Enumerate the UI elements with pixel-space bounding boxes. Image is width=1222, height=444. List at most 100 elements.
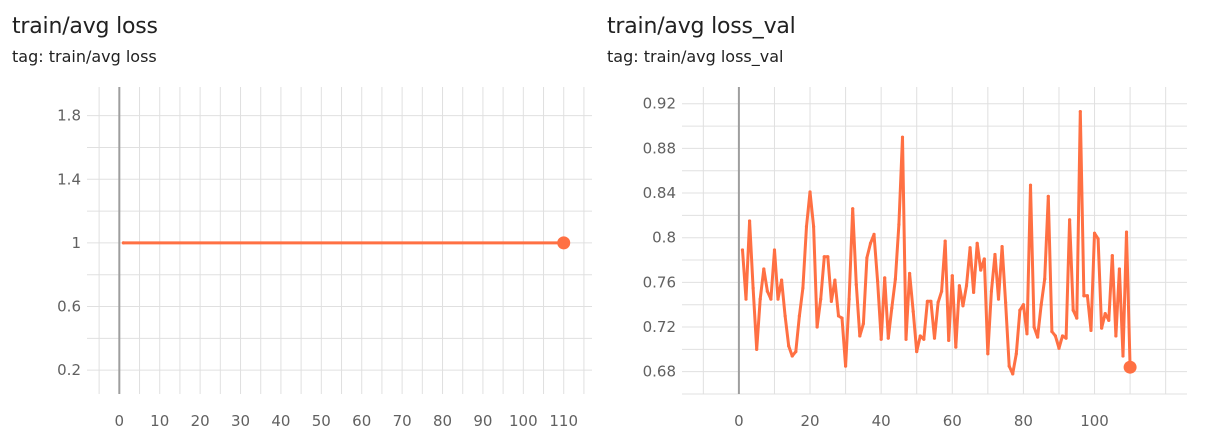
x-tick-label: 20	[191, 412, 210, 430]
data-point	[826, 255, 830, 259]
data-point	[762, 267, 766, 271]
data-point	[858, 334, 862, 338]
data-point	[982, 257, 986, 261]
data-point	[1103, 312, 1107, 316]
x-tick-label: 10	[150, 412, 169, 430]
data-point	[804, 224, 809, 229]
data-point	[861, 322, 865, 326]
line-chart-train-avg-loss: 0 10 20 30 40 50 60 70 80 90 100 110 0.2 0.6 1 1.4 1.8	[57, 87, 592, 430]
data-point	[908, 271, 912, 276]
data-point	[968, 246, 972, 250]
data-point	[1117, 267, 1122, 271]
data-point	[904, 337, 908, 341]
y-tick-label: 1	[71, 234, 81, 252]
line-chart-train-avg-loss-val: 0 20 40 60 80 100 0.68 0.72 0.76 0.8 0.84 0.88 0.92	[643, 87, 1187, 430]
data-point	[801, 286, 805, 290]
grid-horizontal	[87, 115, 592, 371]
data-point	[1053, 334, 1058, 338]
data-point	[744, 297, 748, 301]
data-point	[936, 300, 940, 305]
y-tick-label: 0.8	[652, 229, 676, 247]
data-point	[886, 336, 890, 340]
y-tick-label: 0.2	[57, 361, 81, 379]
data-point	[787, 344, 791, 348]
data-point	[1014, 352, 1018, 356]
x-tick-label: 20	[800, 412, 819, 430]
series-line	[741, 110, 1132, 376]
y-tick-label: 0.68	[643, 363, 676, 381]
data-point	[979, 268, 983, 272]
data-point	[779, 278, 784, 282]
data-point	[1096, 237, 1100, 241]
data-point	[1100, 326, 1104, 330]
data-point	[911, 309, 915, 313]
data-point	[1036, 335, 1040, 339]
x-tick-label: 100	[509, 412, 538, 430]
x-tick-label: 40	[271, 412, 290, 430]
last-point-marker[interactable]	[1123, 360, 1137, 374]
data-point	[776, 297, 780, 301]
data-point	[897, 222, 901, 226]
data-point	[868, 241, 873, 245]
data-point	[879, 337, 883, 341]
data-point	[1007, 364, 1011, 368]
chart-title: train/avg loss_val	[607, 14, 796, 39]
data-point	[986, 352, 990, 356]
data-point	[1082, 294, 1086, 298]
data-point	[1046, 194, 1050, 199]
data-point	[1092, 231, 1097, 235]
data-point	[1039, 303, 1043, 307]
x-tick-label: 90	[473, 412, 492, 430]
data-point	[972, 290, 976, 295]
data-point	[755, 347, 759, 351]
y-tick-label: 0.88	[643, 139, 676, 157]
data-point	[1071, 308, 1075, 312]
data-point	[925, 299, 929, 303]
data-point	[747, 219, 752, 223]
data-point	[1028, 183, 1033, 187]
x-tick-label: 60	[352, 412, 371, 430]
x-tick-label: 80	[1014, 412, 1033, 430]
x-tick-label: 0	[734, 412, 744, 430]
x-tick-label: 40	[872, 412, 891, 430]
data-point	[840, 316, 844, 320]
data-point	[1021, 303, 1026, 307]
y-tick-label: 0.76	[643, 273, 676, 291]
data-point	[1110, 253, 1114, 258]
data-point	[822, 255, 826, 259]
data-point	[989, 289, 994, 293]
y-tick-label: 1.8	[57, 107, 81, 125]
data-point	[1075, 316, 1079, 320]
data-point	[1011, 372, 1015, 376]
data-point	[915, 349, 919, 354]
data-point	[1085, 294, 1090, 298]
data-point	[121, 241, 125, 245]
chart-title: train/avg loss	[12, 14, 158, 39]
data-point	[1032, 325, 1036, 329]
data-point	[900, 135, 905, 139]
data-point	[808, 190, 812, 194]
data-point	[940, 289, 944, 293]
data-point	[961, 304, 965, 308]
data-point	[833, 278, 837, 282]
data-point	[740, 248, 745, 252]
x-tick-label: 0	[115, 412, 125, 430]
data-point	[854, 282, 858, 287]
last-point-marker[interactable]	[557, 236, 571, 250]
chart-subtitle: tag: train/avg loss_val	[607, 47, 784, 66]
data-point	[918, 334, 922, 338]
data-point	[769, 297, 773, 301]
y-tick-label: 0.84	[643, 184, 676, 202]
data-point	[1004, 300, 1008, 305]
x-tick-label: 30	[231, 412, 250, 430]
chart-subtitle: tag: train/avg loss	[12, 47, 157, 66]
data-point	[815, 325, 819, 329]
data-point	[1057, 346, 1061, 350]
data-point	[836, 314, 841, 318]
data-point	[783, 314, 787, 318]
data-point	[893, 277, 897, 281]
data-point	[1078, 109, 1082, 114]
data-point	[890, 306, 894, 310]
data-point	[1107, 318, 1111, 322]
data-point	[957, 284, 961, 288]
